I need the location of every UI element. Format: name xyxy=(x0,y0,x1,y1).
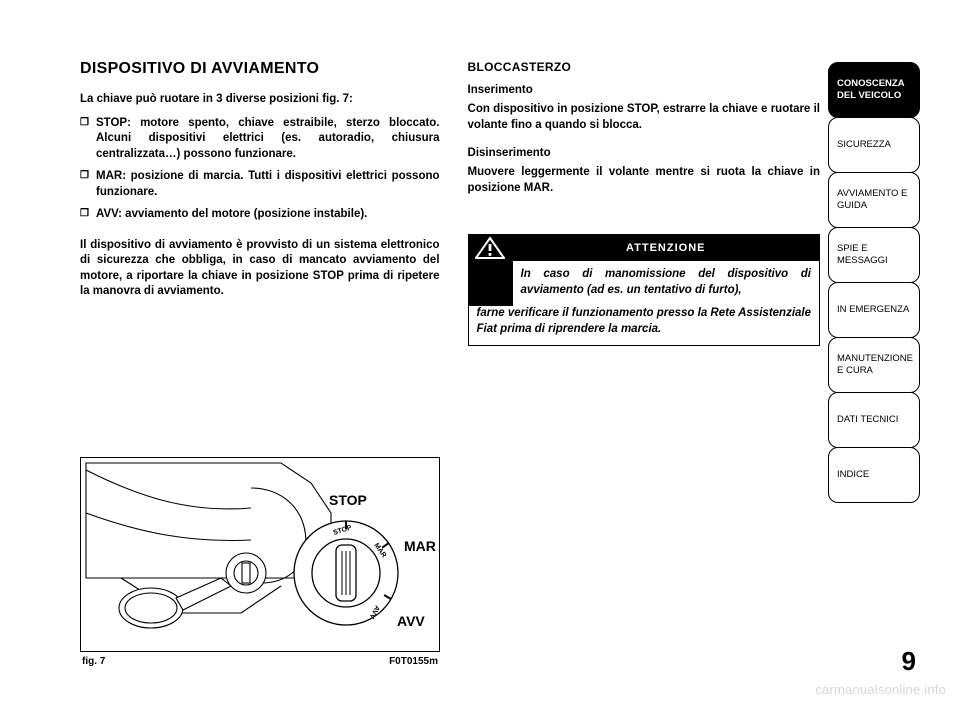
subsubsection-title: Disinserimento xyxy=(468,147,820,159)
tab-avviamento-guida[interactable]: AVVIAMENTO E GUIDA xyxy=(828,172,920,228)
bullet-item: STOP: motore spento, chiave estraibile, … xyxy=(80,116,440,163)
warning-body-text: In caso di manomissione del dispositivo … xyxy=(513,261,819,306)
warning-body-row: In caso di manomissione del dispositivo … xyxy=(469,261,819,306)
figure-7: STOP MAR AVV STOP MAR AVV fig. 7 F0T0155… xyxy=(80,457,440,667)
bullet-list: STOP: motore spento, chiave estraibile, … xyxy=(80,116,440,230)
figure-caption-left: fig. 7 xyxy=(82,656,105,667)
warning-body-text: farne verificare il funzionamento presso… xyxy=(469,306,819,345)
section-tabs: CONOSCENZA DEL VEICOLO SICUREZZA AVVIAME… xyxy=(828,62,920,502)
tab-dati-tecnici[interactable]: DATI TECNICI xyxy=(828,392,920,448)
ignition-label-avv: AVV xyxy=(397,613,425,629)
tab-manutenzione-cura[interactable]: MANUTENZIONE E CURA xyxy=(828,337,920,393)
bullet-item: MAR: posizione di marcia. Tutti i dispos… xyxy=(80,169,440,200)
paragraph: Muovere leggermente il volante mentre si… xyxy=(468,165,820,196)
paragraph: Con dispositivo in posizione STOP, estra… xyxy=(468,102,820,133)
page-number: 9 xyxy=(902,646,916,677)
figure-image: STOP MAR AVV STOP MAR AVV xyxy=(80,457,440,652)
intro-paragraph: La chiave può ruotare in 3 diverse posiz… xyxy=(80,92,440,108)
warning-title: ATTENZIONE xyxy=(513,235,819,261)
warning-triangle-icon xyxy=(469,235,513,261)
watermark: carmanualsonline.info xyxy=(815,682,946,697)
bullet-item: AVV: avviamento del motore (posizione in… xyxy=(80,207,440,223)
subsection-title: BLOCCASTERZO xyxy=(468,60,820,74)
subsubsection-title: Inserimento xyxy=(468,84,820,96)
right-column: BLOCCASTERZO Inserimento Con dispositivo… xyxy=(468,60,820,660)
figure-caption: fig. 7 F0T0155m xyxy=(80,656,440,667)
ignition-label-stop: STOP xyxy=(329,492,367,508)
manual-page: DISPOSITIVO DI AVVIAMENTO La chiave può … xyxy=(0,0,960,703)
tab-conoscenza-veicolo[interactable]: CONOSCENZA DEL VEICOLO xyxy=(828,62,920,118)
tab-in-emergenza[interactable]: IN EMERGENZA xyxy=(828,282,920,338)
paragraph: Il dispositivo di avviamento è provvisto… xyxy=(80,238,440,300)
tab-spie-messaggi[interactable]: SPIE E MESSAGGI xyxy=(828,227,920,283)
warning-box: ATTENZIONE In caso di manomissione del d… xyxy=(468,234,820,346)
tab-indice[interactable]: INDICE xyxy=(828,447,920,503)
warning-icon-extension xyxy=(469,261,513,306)
section-title: DISPOSITIVO DI AVVIAMENTO xyxy=(80,60,440,78)
warning-header: ATTENZIONE xyxy=(469,235,819,261)
figure-caption-right: F0T0155m xyxy=(389,656,438,667)
ignition-label-mar: MAR xyxy=(404,538,436,554)
tab-sicurezza[interactable]: SICUREZZA xyxy=(828,117,920,173)
